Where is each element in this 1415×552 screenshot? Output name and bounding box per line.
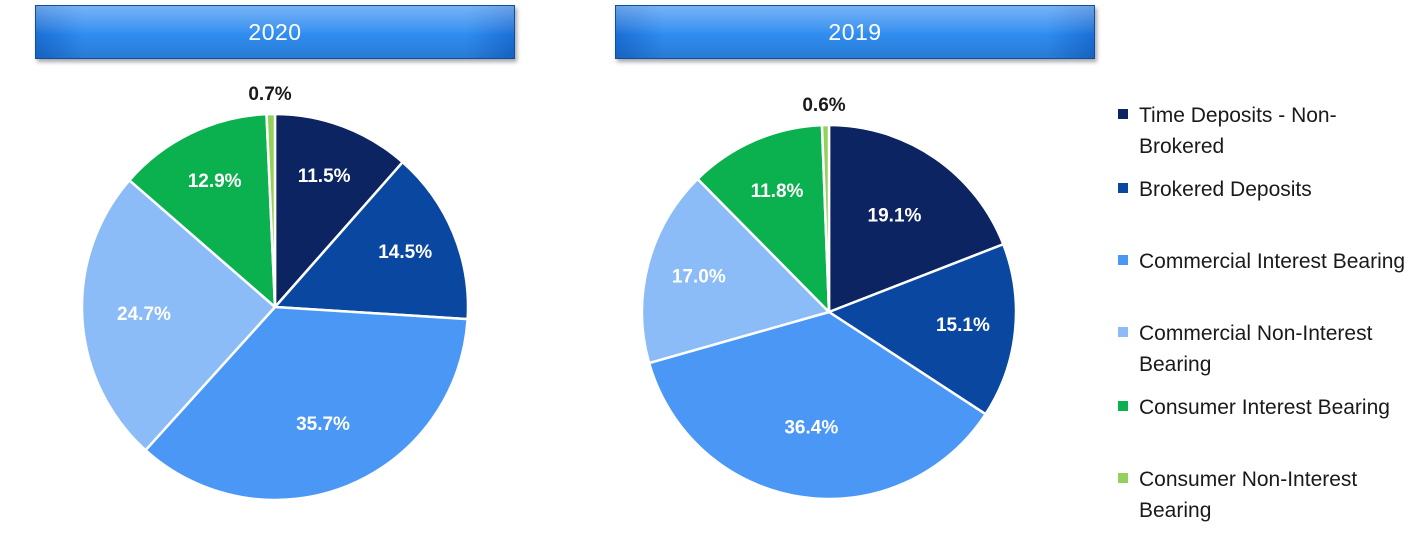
pie-slice-2019-consumer-interest bbox=[696, 123, 831, 314]
pie-label-2020-commercial-interest: 35.7% bbox=[296, 414, 350, 435]
pie-label-2019-consumer-interest: 11.8% bbox=[751, 181, 804, 202]
legend-label-commercial-non-interest: Commercial Non-Interest Bearing bbox=[1139, 322, 1373, 376]
pie-slice-2020-consumer-interest bbox=[128, 112, 277, 309]
legend-label-time-deposits: Time Deposits - Non-Brokered bbox=[1139, 104, 1337, 158]
pie-slice-2020-commercial-non-interest bbox=[80, 179, 277, 452]
pie-label-2019-consumer-non-interest: 0.6% bbox=[802, 95, 845, 116]
year-banner-2020: 2020 bbox=[35, 5, 515, 59]
pie-slice-2020-commercial-interest bbox=[144, 305, 469, 502]
legend-item-commercial-non-interest: Commercial Non-Interest Bearing bbox=[1118, 318, 1409, 380]
pie-label-2020-time-deposits: 11.5% bbox=[298, 166, 351, 187]
pie-label-2020-commercial-non-interest: 24.7% bbox=[117, 304, 171, 325]
legend-label-consumer-interest: Consumer Interest Bearing bbox=[1139, 396, 1390, 419]
legend-label-brokered: Brokered Deposits bbox=[1139, 178, 1312, 201]
legend-swatch-brokered bbox=[1118, 183, 1128, 193]
pie-label-2020-brokered: 14.5% bbox=[378, 242, 432, 263]
pie-label-2019-time-deposits: 19.1% bbox=[868, 205, 922, 226]
pie-chart-2020: 11.5% 14.5% 35.7% 24.7% 12.9% 0.7% bbox=[80, 84, 470, 502]
legend-item-consumer-non-interest: Consumer Non-Interest Bearing bbox=[1118, 464, 1409, 526]
legend-item-commercial-interest: Commercial Interest Bearing bbox=[1118, 246, 1409, 277]
pie-label-2019-brokered: 15.1% bbox=[936, 315, 990, 336]
legend-label-consumer-non-interest: Consumer Non-Interest Bearing bbox=[1139, 468, 1358, 522]
legend-item-brokered: Brokered Deposits bbox=[1118, 174, 1409, 205]
year-banner-2019-label: 2019 bbox=[828, 18, 882, 45]
pie-chart-2019: 19.1% 15.1% 36.4% 17.0% 11.8% 0.6% bbox=[640, 95, 1018, 501]
pie-slice-2019-commercial-interest bbox=[647, 310, 987, 501]
pie-slice-2019-time-deposits bbox=[827, 123, 1005, 314]
pie-slice-2020-consumer-non-interest bbox=[265, 112, 277, 309]
legend-swatch-consumer-non-interest bbox=[1118, 473, 1128, 483]
legend-label-commercial-interest: Commercial Interest Bearing bbox=[1139, 250, 1406, 273]
pie-slice-2020-time-deposits bbox=[273, 112, 404, 309]
pie-slice-2019-commercial-non-interest bbox=[640, 177, 831, 365]
legend-swatch-commercial-non-interest bbox=[1118, 327, 1128, 337]
pie-label-2019-commercial-interest: 36.4% bbox=[784, 417, 838, 438]
legend-swatch-consumer-interest bbox=[1118, 401, 1128, 411]
legend-swatch-time-deposits bbox=[1118, 109, 1128, 119]
pie-label-2020-consumer-interest: 12.9% bbox=[188, 171, 242, 192]
pie-slice-2019-brokered bbox=[827, 243, 1018, 416]
year-banner-2019: 2019 bbox=[615, 5, 1095, 59]
pie-label-2020-consumer-non-interest: 0.7% bbox=[248, 84, 291, 105]
legend-item-consumer-interest: Consumer Interest Bearing bbox=[1118, 392, 1409, 423]
year-banner-2020-label: 2020 bbox=[248, 18, 302, 45]
pie-slice-2019-consumer-non-interest bbox=[820, 123, 831, 314]
pie-slice-2020-brokered bbox=[273, 160, 470, 321]
legend-swatch-commercial-interest bbox=[1118, 255, 1128, 265]
pie-label-2019-commercial-non-interest: 17.0% bbox=[672, 267, 726, 288]
legend-item-time-deposits: Time Deposits - Non-Brokered bbox=[1118, 100, 1409, 162]
